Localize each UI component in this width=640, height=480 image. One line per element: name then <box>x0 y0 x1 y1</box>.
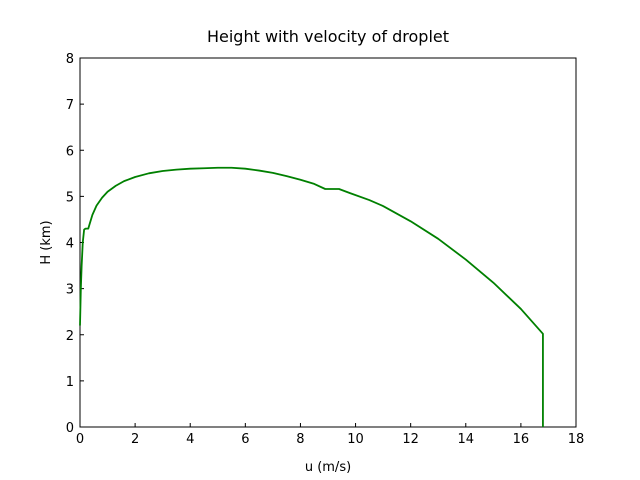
series-line-0 <box>79 166 544 427</box>
x-axis-label: u (m/s) <box>305 460 351 475</box>
x-tick-label: 10 <box>347 432 364 447</box>
y-tick-label: 2 <box>66 329 74 344</box>
x-tick-label: 2 <box>131 432 139 447</box>
x-tick-label: 6 <box>241 432 249 447</box>
y-tick-label: 6 <box>66 144 74 159</box>
y-tick-label: 7 <box>66 98 74 113</box>
x-tick-label: 0 <box>76 432 84 447</box>
series-layer <box>79 166 544 427</box>
x-tick-label: 16 <box>513 432 530 447</box>
chart-title: Height with velocity of droplet <box>207 27 449 46</box>
y-axis-label: H (km) <box>39 220 54 264</box>
x-axis: 0 2 4 6 8 10 12 14 16 18 <box>76 423 584 447</box>
plot-area <box>79 57 577 428</box>
x-tick-label: 12 <box>402 432 419 447</box>
y-tick-label: 4 <box>66 237 74 252</box>
y-tick-label: 3 <box>66 283 74 298</box>
x-tick-label: 14 <box>458 432 475 447</box>
x-tick-label: 8 <box>296 432 304 447</box>
y-tick-label: 8 <box>66 52 74 67</box>
x-tick-label: 18 <box>568 432 585 447</box>
y-tick-label: 1 <box>66 375 74 390</box>
x-tick-label: 4 <box>186 432 194 447</box>
y-tick-label: 0 <box>66 421 74 436</box>
y-axis: 0 1 2 3 4 5 6 7 8 <box>66 52 84 436</box>
y-tick-label: 5 <box>66 190 74 205</box>
